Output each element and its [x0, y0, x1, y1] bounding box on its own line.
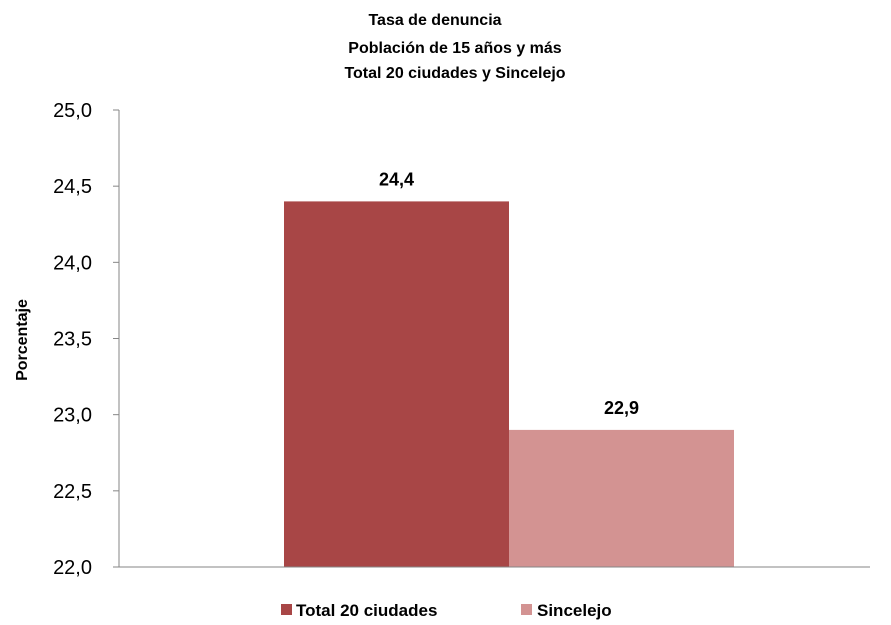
y-tick-label: 22,0 [53, 557, 92, 579]
y-tick-label: 25,0 [53, 100, 92, 122]
y-axis-label: Porcentaje [14, 299, 31, 381]
y-tick-label: 24,0 [53, 252, 92, 274]
bars [284, 201, 734, 567]
legend-swatch [281, 604, 292, 615]
legend: Total 20 ciudades Sincelejo [281, 601, 612, 620]
chart-title-line-1: Tasa de denuncia [368, 12, 501, 29]
data-label: 22,9 [604, 398, 639, 418]
y-tick-label: 23,5 [53, 329, 92, 351]
bar-sincelejo [509, 429, 734, 567]
y-axis-ticks: 22,0 22,5 23,0 23,5 24,0 24,5 25,0 [53, 100, 119, 579]
y-tick-label: 22,5 [53, 481, 92, 503]
chart-title: Tasa de denuncia Población de 15 años y … [344, 12, 565, 82]
data-label: 24,4 [379, 169, 414, 189]
chart-title-line-2: Población de 15 años y más [348, 40, 562, 57]
legend-swatch [521, 604, 532, 615]
legend-label: Total 20 ciudades [296, 601, 437, 620]
bar-total-20-ciudades [284, 201, 509, 567]
chart-title-line-3: Total 20 ciudades y Sincelejo [344, 65, 565, 82]
legend-label: Sincelejo [537, 601, 612, 620]
y-tick-label: 24,5 [53, 176, 92, 198]
data-labels: 24,4 22,9 [379, 169, 639, 418]
y-tick-label: 23,0 [53, 405, 92, 427]
